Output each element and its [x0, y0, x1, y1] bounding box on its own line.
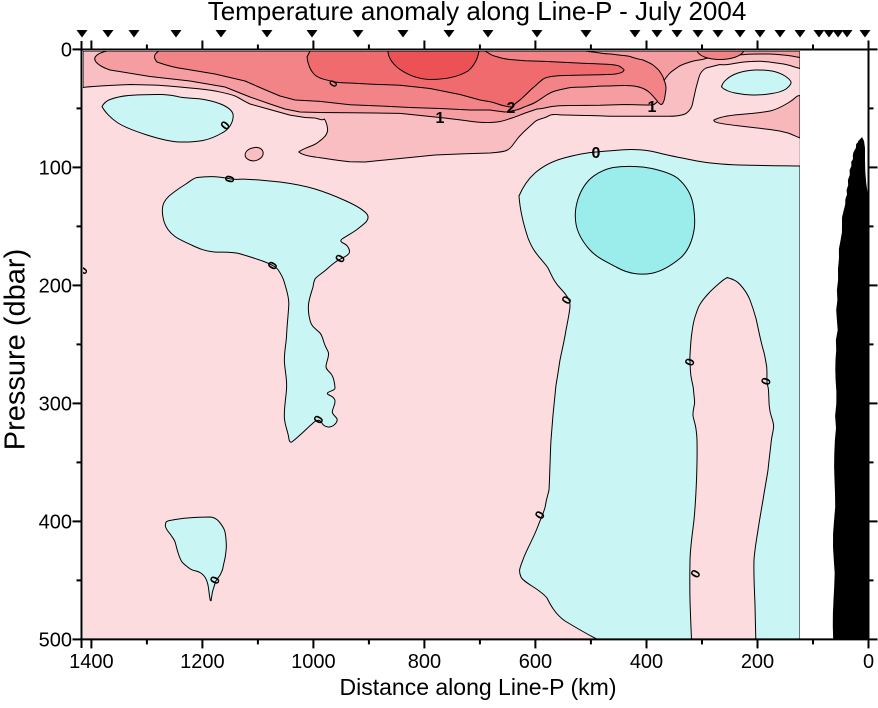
svg-text:0: 0	[863, 651, 874, 673]
svg-text:Pressure (dbar): Pressure (dbar)	[0, 249, 32, 450]
svg-text:0: 0	[681, 356, 698, 368]
svg-text:600: 600	[519, 651, 552, 673]
svg-text:0: 0	[327, 78, 340, 89]
svg-text:Distance along Line-P (km): Distance along Line-P (km)	[340, 674, 617, 700]
svg-text:200: 200	[39, 275, 72, 297]
svg-text:2: 2	[507, 100, 516, 117]
svg-text:100: 100	[39, 157, 72, 179]
svg-text:0: 0	[61, 39, 72, 61]
svg-text:400: 400	[39, 511, 72, 533]
svg-text:1: 1	[436, 110, 445, 127]
svg-text:Temperature anomaly along Line: Temperature anomaly along Line-P - July …	[208, 0, 747, 26]
svg-text:1: 1	[648, 99, 657, 116]
svg-text:500: 500	[39, 629, 72, 651]
svg-text:0: 0	[592, 145, 601, 162]
svg-text:400: 400	[630, 651, 663, 673]
svg-text:800: 800	[408, 651, 441, 673]
svg-text:0: 0	[221, 174, 237, 185]
svg-text:200: 200	[741, 651, 774, 673]
svg-text:0: 0	[76, 263, 91, 277]
svg-text:0: 0	[758, 375, 775, 387]
svg-text:1000: 1000	[291, 651, 336, 673]
svg-text:1200: 1200	[180, 651, 225, 673]
svg-text:1400: 1400	[69, 651, 114, 673]
svg-text:300: 300	[39, 393, 72, 415]
